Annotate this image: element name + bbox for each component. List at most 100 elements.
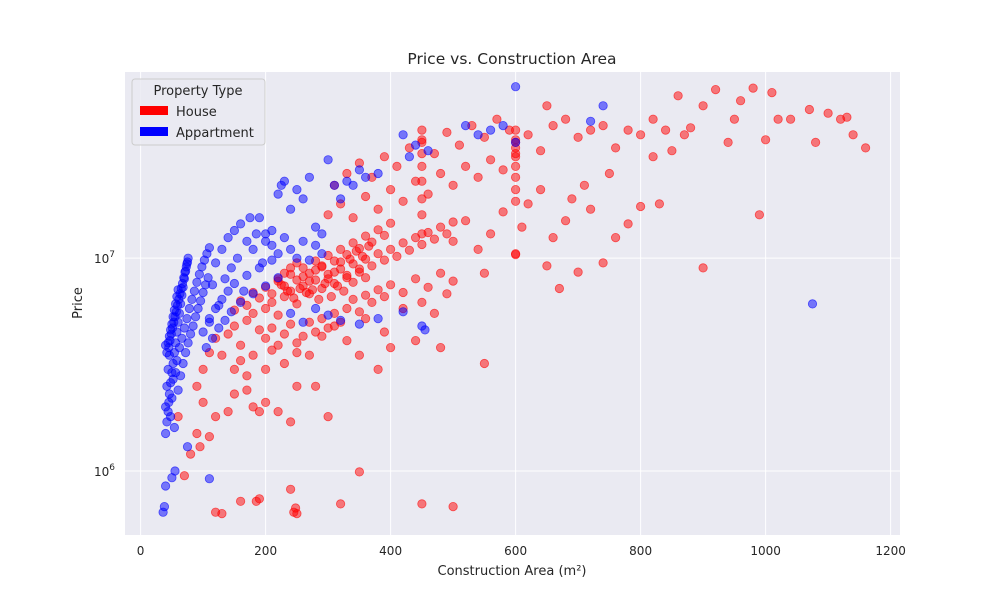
scatter-point-appartment bbox=[245, 213, 255, 223]
scatter-point-appartment bbox=[226, 307, 236, 317]
scatter-point-house bbox=[323, 210, 333, 220]
scatter-point-appartment bbox=[161, 428, 171, 439]
scatter-point-house bbox=[654, 199, 665, 209]
scatter-point-house bbox=[442, 229, 452, 239]
scatter-point-house bbox=[610, 233, 621, 243]
scatter-point-appartment bbox=[404, 152, 414, 162]
scatter-point-house bbox=[598, 258, 608, 268]
scatter-point-house bbox=[354, 307, 364, 317]
x-axis-label: Construction Area (m²) bbox=[438, 564, 587, 579]
scatter-point-appartment bbox=[198, 327, 208, 337]
scatter-point-house bbox=[585, 125, 596, 135]
scatter-point-house bbox=[635, 201, 646, 212]
scatter-point-house bbox=[510, 185, 521, 195]
scatter-point-appartment bbox=[360, 172, 371, 182]
x-tick-label: 200 bbox=[254, 544, 277, 558]
scatter-point-house bbox=[492, 114, 502, 124]
scatter-point-house bbox=[348, 277, 358, 287]
scatter-point-house bbox=[292, 381, 302, 391]
scatter-point-house bbox=[329, 267, 339, 277]
scatter-point-house bbox=[398, 287, 408, 298]
scatter-point-house bbox=[710, 85, 721, 95]
scatter-point-appartment bbox=[173, 385, 183, 395]
scatter-point-appartment bbox=[184, 303, 194, 314]
scatter-point-appartment bbox=[398, 307, 408, 317]
x-tick-label: 400 bbox=[379, 544, 402, 558]
scatter-point-house bbox=[510, 172, 521, 182]
scatter-point-house bbox=[648, 114, 658, 124]
x-tick-labels: 0 200 400 600 800 1000 1200 bbox=[137, 544, 906, 558]
scatter-point-appartment bbox=[189, 286, 199, 296]
scatter-point-appartment bbox=[223, 233, 233, 243]
scatter-point-house bbox=[360, 313, 371, 324]
scatter-point-appartment bbox=[285, 308, 296, 318]
scatter-point-house bbox=[329, 321, 339, 331]
scatter-point-appartment bbox=[174, 342, 184, 353]
scatter-point-house bbox=[510, 161, 521, 171]
scatter-point-appartment bbox=[279, 233, 289, 243]
scatter-point-house bbox=[417, 239, 427, 250]
scatter-point-house bbox=[204, 431, 214, 442]
scatter-point-house bbox=[860, 143, 871, 153]
scatter-point-house bbox=[385, 218, 396, 228]
scatter-point-house bbox=[279, 358, 289, 369]
scatter-point-appartment bbox=[177, 333, 187, 343]
scatter-point-appartment bbox=[239, 286, 249, 296]
scatter-point-appartment bbox=[161, 481, 171, 491]
y-tick-label: 107 bbox=[94, 250, 115, 266]
scatter-point-house bbox=[735, 96, 746, 106]
scatter-point-appartment bbox=[420, 325, 430, 335]
scatter-point-house bbox=[273, 340, 283, 350]
scatter-point-house bbox=[823, 108, 833, 118]
scatter-point-appartment bbox=[236, 297, 246, 307]
scatter-point-house bbox=[357, 251, 368, 261]
scatter-point-house bbox=[360, 231, 371, 241]
scatter-point-house bbox=[236, 496, 246, 506]
scatter-point-appartment bbox=[498, 121, 508, 131]
scatter-point-appartment bbox=[211, 258, 221, 268]
scatter-point-appartment bbox=[242, 236, 252, 246]
scatter-point-appartment bbox=[304, 255, 314, 265]
scatter-point-appartment bbox=[220, 274, 230, 284]
scatter-point-house bbox=[236, 355, 246, 366]
scatter-point-house bbox=[454, 140, 464, 150]
scatter-point-house bbox=[848, 130, 858, 140]
scatter-point-house bbox=[417, 194, 427, 204]
scatter-point-house bbox=[510, 196, 521, 206]
scatter-point-appartment bbox=[598, 101, 608, 111]
scatter-point-appartment bbox=[460, 121, 471, 131]
scatter-point-appartment bbox=[348, 180, 358, 190]
scatter-point-appartment bbox=[166, 411, 176, 422]
scatter-point-house bbox=[310, 327, 321, 337]
scatter-point-appartment bbox=[248, 244, 258, 254]
scatter-point-appartment bbox=[220, 315, 230, 325]
x-tick-label: 1000 bbox=[750, 544, 781, 558]
scatter-point-house bbox=[748, 83, 758, 93]
scatter-point-house bbox=[310, 265, 321, 275]
scatter-point-appartment bbox=[298, 236, 308, 246]
scatter-point-house bbox=[673, 91, 683, 101]
scatter-point-appartment bbox=[298, 317, 308, 327]
scatter-point-house bbox=[242, 385, 252, 395]
scatter-point-house bbox=[548, 233, 558, 243]
scatter-point-appartment bbox=[207, 333, 218, 343]
scatter-point-appartment bbox=[182, 257, 193, 267]
scatter-point-house bbox=[292, 347, 302, 358]
scatter-point-house bbox=[567, 194, 577, 204]
scatter-point-appartment bbox=[159, 501, 169, 512]
scatter-point-house bbox=[217, 508, 227, 519]
scatter-point-house bbox=[635, 130, 646, 140]
scatter-point-appartment bbox=[229, 278, 239, 289]
scatter-point-house bbox=[379, 255, 389, 265]
scatter-point-appartment bbox=[182, 313, 192, 324]
scatter-point-house bbox=[323, 411, 333, 422]
data-points bbox=[158, 82, 871, 519]
scatter-point-appartment bbox=[329, 180, 339, 190]
scatter-point-house bbox=[435, 268, 446, 278]
scatter-point-appartment bbox=[423, 146, 433, 156]
scatter-point-house bbox=[523, 130, 533, 140]
scatter-point-house bbox=[579, 180, 590, 190]
scatter-point-house bbox=[223, 329, 233, 339]
scatter-point-house bbox=[267, 297, 277, 307]
scatter-point-house bbox=[448, 236, 458, 246]
